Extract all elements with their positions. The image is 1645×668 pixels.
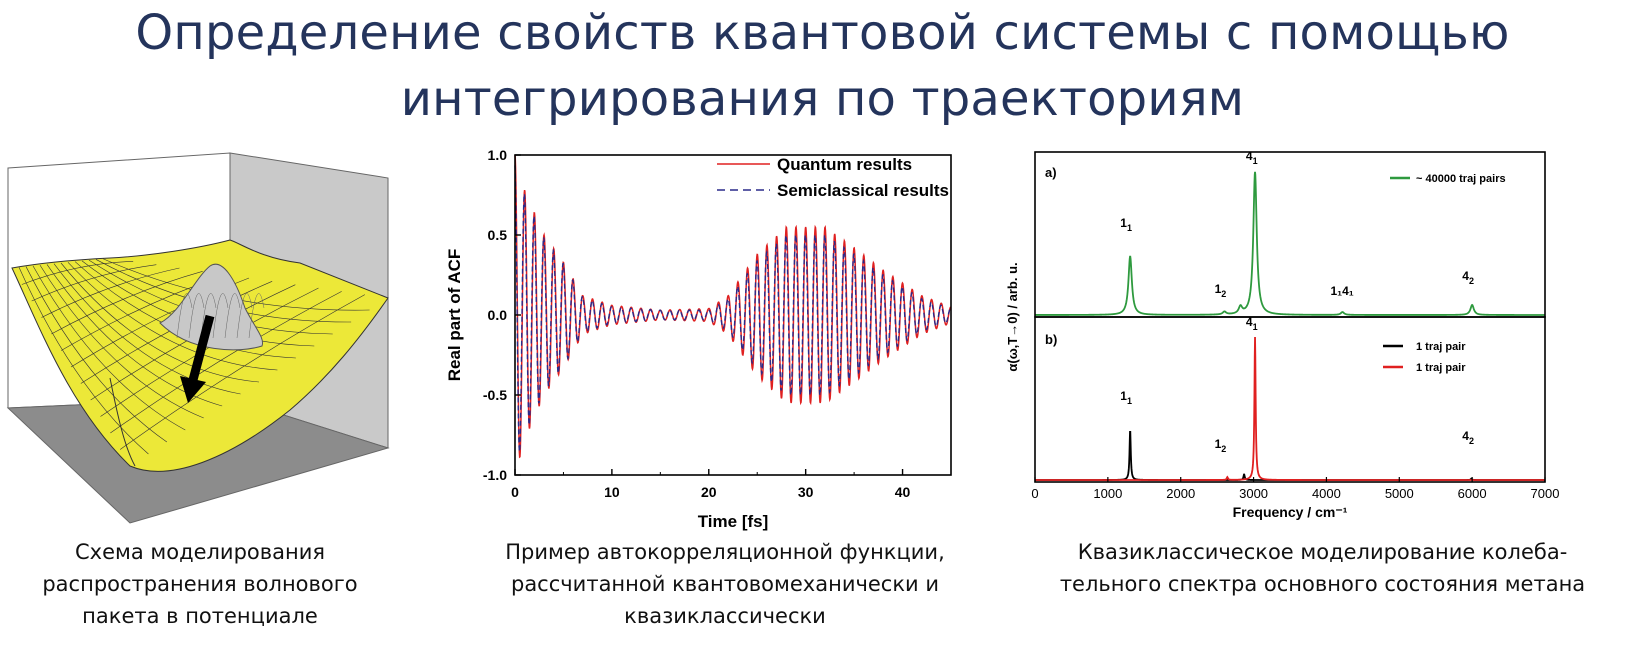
spectrum-chart: 0 1000 2000 3000 4000 5000 6000 7000 a) b) Freq… xyxy=(1005,149,1560,520)
acf-xtick-label: 30 xyxy=(798,484,814,500)
acf-ytick-label: 1.0 xyxy=(488,147,508,163)
left-caption-line-2: распространения волнового xyxy=(42,572,358,596)
right-caption-line-2: тельного спектра основного состояния мет… xyxy=(1059,572,1586,596)
spectrum-legend-a: ~ 40000 traj pairs xyxy=(1390,173,1506,185)
series-quantum-line xyxy=(514,154,952,459)
wave-packet xyxy=(159,263,264,351)
acf-xlabel: Time [fs] xyxy=(698,512,769,531)
middle-caption: Пример автокорреляционной функции, рассч… xyxy=(445,536,1005,632)
spectrum-xtick-label: 7000 xyxy=(1531,486,1560,501)
slide-title-line-1: Определение свойств квантовой системы с … xyxy=(135,5,1510,61)
acf-xtick-label: 10 xyxy=(604,484,620,500)
peak-annotation: 1₁4₁ xyxy=(1330,284,1353,298)
peak-annotation: 12 xyxy=(1215,282,1227,299)
spectrum-xtick-label: 2000 xyxy=(1166,486,1195,501)
acf-xtick-label: 40 xyxy=(895,484,911,500)
left-caption-line-3: пакета в потенциале xyxy=(82,604,318,628)
spectrum-xtick-label: 6000 xyxy=(1458,486,1487,501)
peak-annotation: 42 xyxy=(1462,269,1474,286)
acf-legend: Quantum results Semiclassical results xyxy=(717,155,949,200)
slide-title-line-2: интегрирования по траекториям xyxy=(400,71,1245,127)
spectrum-xtick-label: 5000 xyxy=(1385,486,1414,501)
legend-label-black: 1 traj pair xyxy=(1416,341,1466,353)
acf-ytick-label: 0.0 xyxy=(488,307,508,323)
peak-annotation: 41 xyxy=(1246,149,1258,166)
acf-xtick-label: 0 xyxy=(511,484,519,500)
surface-front-edge xyxy=(109,377,136,467)
panel-a-label: a) xyxy=(1045,165,1057,180)
arrow-icon xyxy=(180,314,215,403)
spectrum-xtick-label: 3000 xyxy=(1239,486,1268,501)
series-semiclassical-line xyxy=(514,165,951,453)
middle-caption-line-1: Пример автокорреляционной функции, xyxy=(505,540,945,564)
panel-b-label: b) xyxy=(1045,332,1057,347)
left-caption-line-1: Схема моделирования xyxy=(74,540,326,564)
legend-label-green: ~ 40000 traj pairs xyxy=(1416,173,1506,185)
spectrum-series-a-0 xyxy=(1035,171,1545,316)
legend-label-quantum: Quantum results xyxy=(777,155,912,174)
right-caption: Квазиклассическое моделирование колеба- … xyxy=(1000,536,1645,600)
peak-annotation: 41 xyxy=(1246,315,1258,332)
acf-xtick-label: 20 xyxy=(701,484,717,500)
peak-annotation: 42 xyxy=(1462,429,1474,446)
peak-annotation: 11 xyxy=(1120,389,1132,406)
spectrum-xlabel: Frequency / cm⁻¹ xyxy=(1233,504,1348,520)
acf-chart: 0 10 20 30 40 1.0 0.5 0.0 -0.5 -1.0 Time [fs] Rea… xyxy=(445,147,952,531)
spectrum-series-b-1 xyxy=(1035,336,1545,481)
middle-caption-line-3: квазиклассически xyxy=(624,604,826,628)
spectrum-panel-b-frame xyxy=(1034,316,1546,483)
potential-surface-illustration xyxy=(6,152,390,524)
spectrum-xtick-label: 4000 xyxy=(1312,486,1341,501)
legend-label-semiclassical: Semiclassical results xyxy=(777,181,949,200)
spectrum-xtick-label: 0 xyxy=(1031,486,1038,501)
legend-label-red: 1 traj pair xyxy=(1416,362,1466,374)
slide-title: Определение свойств квантовой системы с … xyxy=(0,0,1645,132)
peak-annotation: 11 xyxy=(1120,216,1132,233)
acf-ytick-label: -1.0 xyxy=(483,467,507,483)
peak-annotation: 12 xyxy=(1215,437,1227,454)
acf-ytick-label: -0.5 xyxy=(483,387,507,403)
left-caption: Схема моделирования распространения волн… xyxy=(0,536,400,632)
middle-caption-line-2: рассчитанной квантовомеханически и xyxy=(510,572,939,596)
spectrum-xtick-label: 1000 xyxy=(1093,486,1122,501)
spectrum-ylabel: α(ω,T→0) / arb. u. xyxy=(1005,262,1020,371)
right-caption-line-1: Квазиклассическое моделирование колеба- xyxy=(1077,540,1568,564)
spectrum-legend-b: 1 traj pair 1 traj pair xyxy=(1383,341,1466,374)
acf-ylabel: Real part of ACF xyxy=(445,249,464,382)
acf-ytick-label: 0.5 xyxy=(488,227,508,243)
